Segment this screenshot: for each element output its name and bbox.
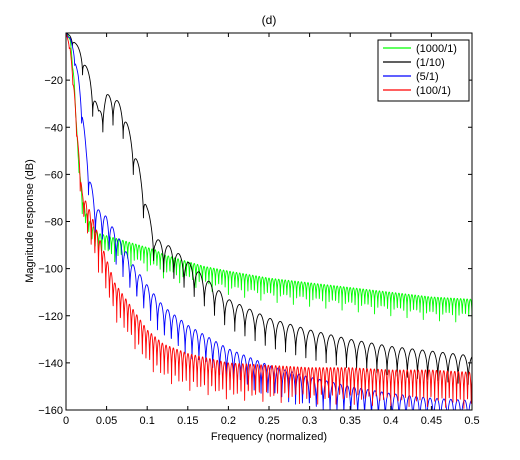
y-tick-label: −160 [38,405,63,417]
x-tick-label: 0.5 [464,415,479,427]
y-tick-label: −40 [44,122,63,134]
x-tick-label: 0.4 [383,415,398,427]
y-tick-label: −20 [44,75,63,87]
legend-entry: (1/10) [416,57,445,69]
y-tick-label: −60 [44,169,63,181]
y-tick-label: −140 [38,358,63,370]
y-axis-label: Magnitude response (dB) [24,159,36,283]
x-tick-label: 0 [63,415,69,427]
series-line [65,32,473,385]
x-tick-label: 0.25 [258,415,279,427]
series-line [65,32,473,409]
y-tick-label: −100 [38,264,63,276]
x-axis-label: Frequency (normalized) [211,431,327,443]
series-layer [65,32,473,411]
x-tick-label: 0.35 [339,415,360,427]
x-ticks: 0 0.05 0.1 0.15 0.2 0.25 0.3 0.35 0.4 0.45 0.5 [63,33,480,427]
y-tick-label: −120 [38,311,63,323]
legend-entry: (1000/1) [416,43,457,55]
legend: (1000/1) (1/10) (5/1) (100/1) [377,39,470,102]
legend-entry: (5/1) [416,71,439,83]
x-tick-label: 0.1 [140,415,155,427]
chart-title: (d) [262,13,277,27]
x-tick-label: 0.3 [302,415,317,427]
legend-box [377,39,470,102]
y-ticks: −160 −140 −120 −100 −80 −60 −40 −20 [38,75,472,417]
series-line [65,32,473,323]
series-line [65,32,473,411]
x-tick-label: 0.45 [421,415,442,427]
y-tick-label: −80 [44,217,63,229]
x-tick-label: 0.05 [96,415,117,427]
legend-entry: (100/1) [416,85,451,97]
x-tick-label: 0.15 [177,415,198,427]
x-tick-label: 0.2 [221,415,236,427]
